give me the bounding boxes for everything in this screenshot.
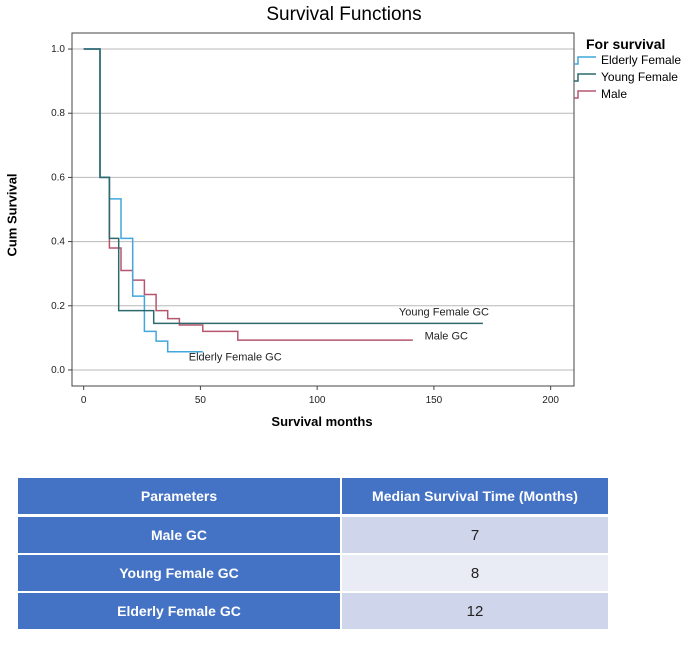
y-tick-label: 0.2 [51,301,65,312]
curve-annotation: Male GC [425,330,468,342]
curve-annotation: Young Female GC [399,306,489,318]
legend-title: For survival [586,36,666,52]
legend-swatch-elderly-female-icon [574,56,596,65]
plot-frame [71,32,575,387]
row-median-value: 12 [341,592,608,631]
row-parameter: Elderly Female GC [18,592,342,631]
y-tick-label: 1.0 [51,44,65,55]
table-header-row: Parameters Median Survival Time (Months) [18,478,608,517]
survival-chart: 0.0 0.2 0.4 0.6 0.8 1.0 0 50 100 150 200 Young Fem… [51,32,575,406]
x-tick-label: 100 [309,395,326,406]
table-row: Elderly Female GC 12 [18,592,608,631]
legend-label-young-female: Young Female [601,70,678,84]
header-parameters: Parameters [18,478,341,517]
x-tick-label: 0 [81,395,87,406]
curve-annotation: Elderly Female GC [189,351,282,363]
chart-legend: For survival Elderly Female Young Female… [574,36,681,103]
median-survival-table: Parameters Median Survival Time (Months)… [18,478,608,631]
table-row: Male GC 7 [18,515,608,555]
legend-item-elderly-female: Elderly Female [574,52,681,69]
y-tick-label: 0.6 [51,172,65,183]
legend-swatch-young-female-icon [574,73,596,82]
series-line-elderly-female [83,48,203,353]
legend-label-male: Male [601,87,628,101]
legend-item-young-female: Young Female [574,69,678,86]
chart-title: Survival Functions [266,4,422,25]
row-parameter: Male GC [18,515,342,555]
y-tick-label: 0.0 [51,365,65,376]
table-row: Young Female GC 8 [18,554,608,593]
x-tick-label: 50 [195,395,207,406]
y-tick-label: 0.8 [51,108,65,119]
y-axis-label: Cum Survival [4,173,20,257]
x-axis-label: Survival months [271,414,373,429]
series-line-young-female [83,48,483,325]
legend-item-male: Male [574,86,665,103]
x-tick-label: 150 [426,395,443,406]
row-median-value: 7 [341,515,608,555]
header-median-survival: Median Survival Time (Months) [340,478,608,517]
legend-label-elderly-female: Elderly Female [601,53,682,67]
x-tick-label: 200 [542,395,559,406]
row-median-value: 8 [341,554,608,593]
y-tick-label: 0.4 [51,237,65,248]
legend-swatch-male-icon [574,90,596,99]
row-parameter: Young Female GC [18,554,342,593]
